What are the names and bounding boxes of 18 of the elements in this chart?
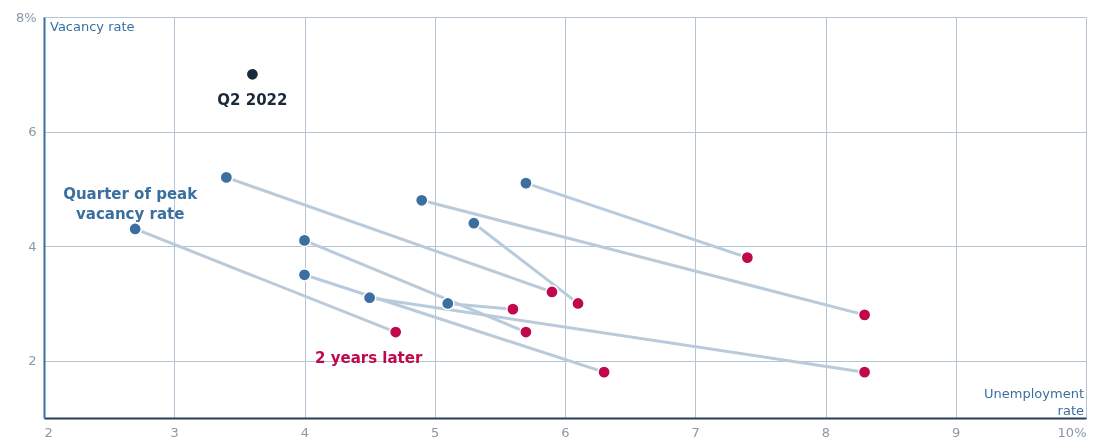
y-tick-label: 4	[28, 238, 37, 254]
x-tick-label: 9	[952, 424, 961, 440]
series-label: 2 years later	[315, 349, 423, 368]
y-tick-label: 8%	[15, 9, 37, 25]
series-label: Q2 2022	[217, 91, 288, 110]
y-tick-label: 2	[28, 353, 37, 369]
x-tick-label: 6	[561, 424, 570, 440]
y-axis-title: Vacancy rate	[50, 19, 135, 34]
series-label: Quarter of peak vacancy rate	[63, 184, 199, 223]
x-axis-title: Unemployment rate	[984, 386, 1084, 418]
x-tick-label: 2	[44, 424, 53, 440]
x-tick-label: 10%	[1057, 424, 1087, 440]
x-tick-label: 5	[431, 424, 440, 440]
x-tick-label: 7	[691, 424, 700, 440]
x-tick-label: 4	[300, 424, 310, 440]
x-tick-label: 8	[821, 424, 831, 440]
y-tick-label: 6	[28, 124, 37, 140]
x-tick-label: 3	[170, 424, 179, 440]
